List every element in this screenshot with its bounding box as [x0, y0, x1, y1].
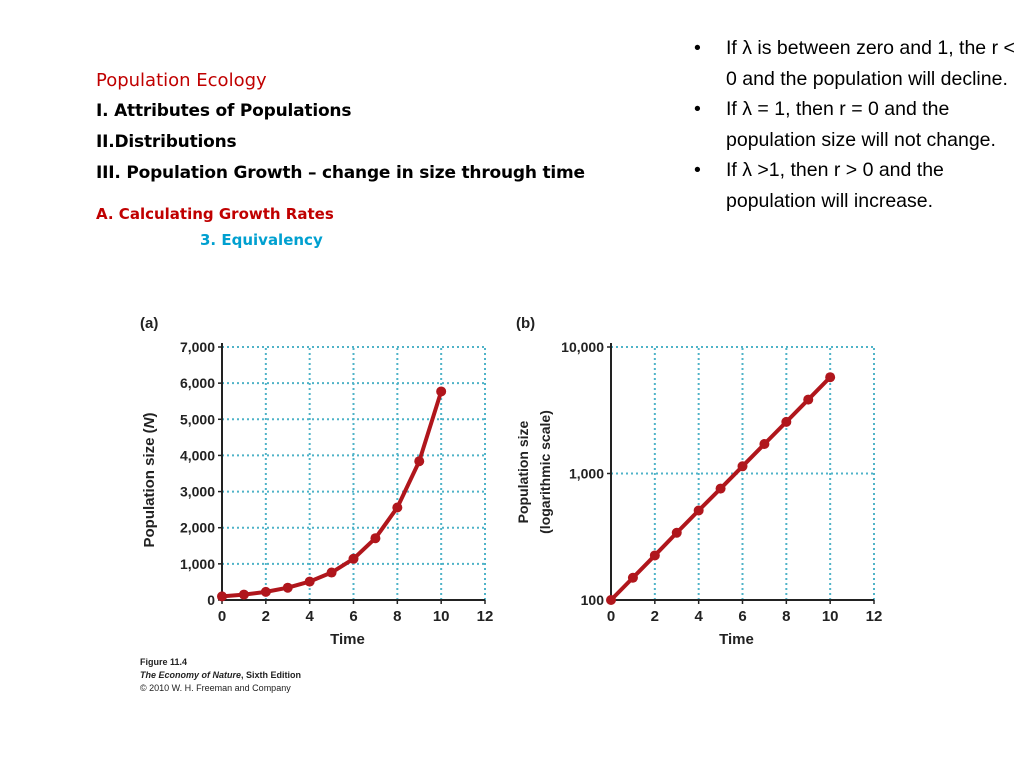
- bullet-item-increase: • If λ >1, then r > 0 and the population …: [694, 155, 1020, 216]
- x-tick-label: 2: [262, 608, 270, 625]
- x-tick-label: 6: [349, 608, 357, 625]
- data-point: [715, 483, 726, 494]
- data-point: [238, 589, 249, 600]
- data-point: [825, 372, 836, 383]
- chart-panel-b: (b) 0 2 4 6 8 10 12 100 1,000 10,000 Time Population…: [515, 315, 882, 648]
- data-point: [606, 595, 616, 605]
- x-axis-label: Time: [719, 631, 754, 648]
- bullet-text: If λ >1, then r > 0 and the population w…: [726, 159, 944, 212]
- data-point: [414, 456, 425, 467]
- y-tick-label: 7,000: [180, 339, 215, 355]
- data-point: [781, 416, 792, 427]
- lambda-bullet-list: • If λ is between zero and 1, the r < 0 a…: [694, 33, 1020, 216]
- data-point: [803, 394, 814, 405]
- caption-book-title: The Economy of Nature: [140, 670, 242, 680]
- data-point: [392, 502, 403, 513]
- data-point: [370, 533, 381, 544]
- y-tick-label: 0: [207, 592, 215, 608]
- data-point: [649, 550, 660, 561]
- series-line: [221, 390, 444, 599]
- outline-heading-2: II.Distributions: [96, 132, 237, 152]
- y-tick-label: 100: [581, 592, 605, 608]
- data-point: [627, 572, 638, 583]
- y-axis-label-line-2: (logarithmic scale): [537, 410, 553, 534]
- charts-canvas: (a) 0 2 4 6 8 10 12 0 1,000 2,000 3,000 4,000 5,000 6,…: [140, 315, 882, 648]
- x-tick-label: 10: [433, 608, 450, 625]
- bullet-item-stable: • If λ = 1, then r = 0 and the population…: [694, 94, 1020, 155]
- outline-subheading: A. Calculating Growth Rates: [96, 205, 334, 223]
- y-tick-label: 5,000: [180, 411, 215, 427]
- figure-11-4: (a) 0 2 4 6 8 10 12 0 1,000 2,000 3,000 4,000 5,000 6,…: [130, 300, 910, 710]
- caption-edition: , Sixth Edition: [241, 670, 302, 680]
- x-tick-label: 8: [782, 608, 790, 625]
- x-tick-label: 10: [822, 608, 839, 625]
- caption-copyright: © 2010 W. H. Freeman and Company: [140, 683, 291, 693]
- caption-figure-number: Figure 11.4: [140, 657, 188, 667]
- bullet-text: If λ = 1, then r = 0 and the population …: [726, 98, 996, 151]
- data-point: [348, 553, 359, 564]
- bullet-dot: •: [694, 98, 701, 120]
- x-tick-label: 4: [305, 608, 314, 625]
- figure-caption: Figure 11.4 The Economy of Nature, Sixth…: [140, 656, 301, 695]
- y-axis-label: Population size (N): [141, 412, 158, 547]
- chart-panel-a: (a) 0 2 4 6 8 10 12 0 1,000 2,000 3,000 4,000 5,000 6,…: [140, 315, 493, 648]
- data-point: [671, 527, 682, 538]
- data-point: [260, 586, 271, 597]
- y-tick-label: 4,000: [180, 447, 215, 463]
- panel-label: (a): [140, 315, 158, 332]
- outline-heading-3: III. Population Growth – change in size …: [96, 163, 585, 183]
- x-tick-label: 12: [477, 608, 494, 625]
- bullet-text: If λ is between zero and 1, the r < 0 an…: [726, 37, 1015, 90]
- outline-title: Population Ecology: [96, 70, 267, 91]
- data-point: [326, 567, 337, 578]
- y-tick-label: 3,000: [180, 484, 215, 500]
- data-point: [759, 439, 770, 450]
- data-point: [693, 505, 704, 516]
- x-tick-label: 2: [651, 608, 659, 625]
- bullet-dot: •: [694, 37, 701, 59]
- y-axis-label: Population size: [515, 420, 531, 523]
- x-tick-label: 4: [694, 608, 703, 625]
- caption-book-line: The Economy of Nature, Sixth Edition: [140, 669, 301, 682]
- data-point: [304, 576, 315, 587]
- outline-heading-1: I. Attributes of Populations: [96, 101, 352, 121]
- bullet-item-decline: • If λ is between zero and 1, the r < 0 a…: [694, 33, 1020, 94]
- x-tick-label: 12: [866, 608, 883, 625]
- y-tick-label: 1,000: [569, 466, 604, 482]
- y-tick-label: 2,000: [180, 520, 215, 536]
- panel-label: (b): [516, 315, 535, 332]
- y-tick-label: 10,000: [561, 339, 604, 355]
- data-point: [436, 386, 447, 397]
- x-tick-label: 0: [607, 608, 615, 625]
- x-tick-label: 6: [738, 608, 746, 625]
- y-tick-label: 1,000: [180, 556, 215, 572]
- outline-subsubheading: 3. Equivalency: [200, 231, 323, 249]
- slide-outline: Population Ecology I. Attributes of Popu…: [96, 66, 585, 253]
- data-point: [217, 591, 227, 602]
- x-tick-label: 0: [218, 608, 226, 625]
- bullet-dot: •: [694, 159, 701, 181]
- data-point: [282, 582, 293, 593]
- x-axis-label: Time: [330, 631, 365, 648]
- x-tick-label: 8: [393, 608, 401, 625]
- y-tick-label: 6,000: [180, 375, 215, 391]
- data-point: [737, 461, 748, 472]
